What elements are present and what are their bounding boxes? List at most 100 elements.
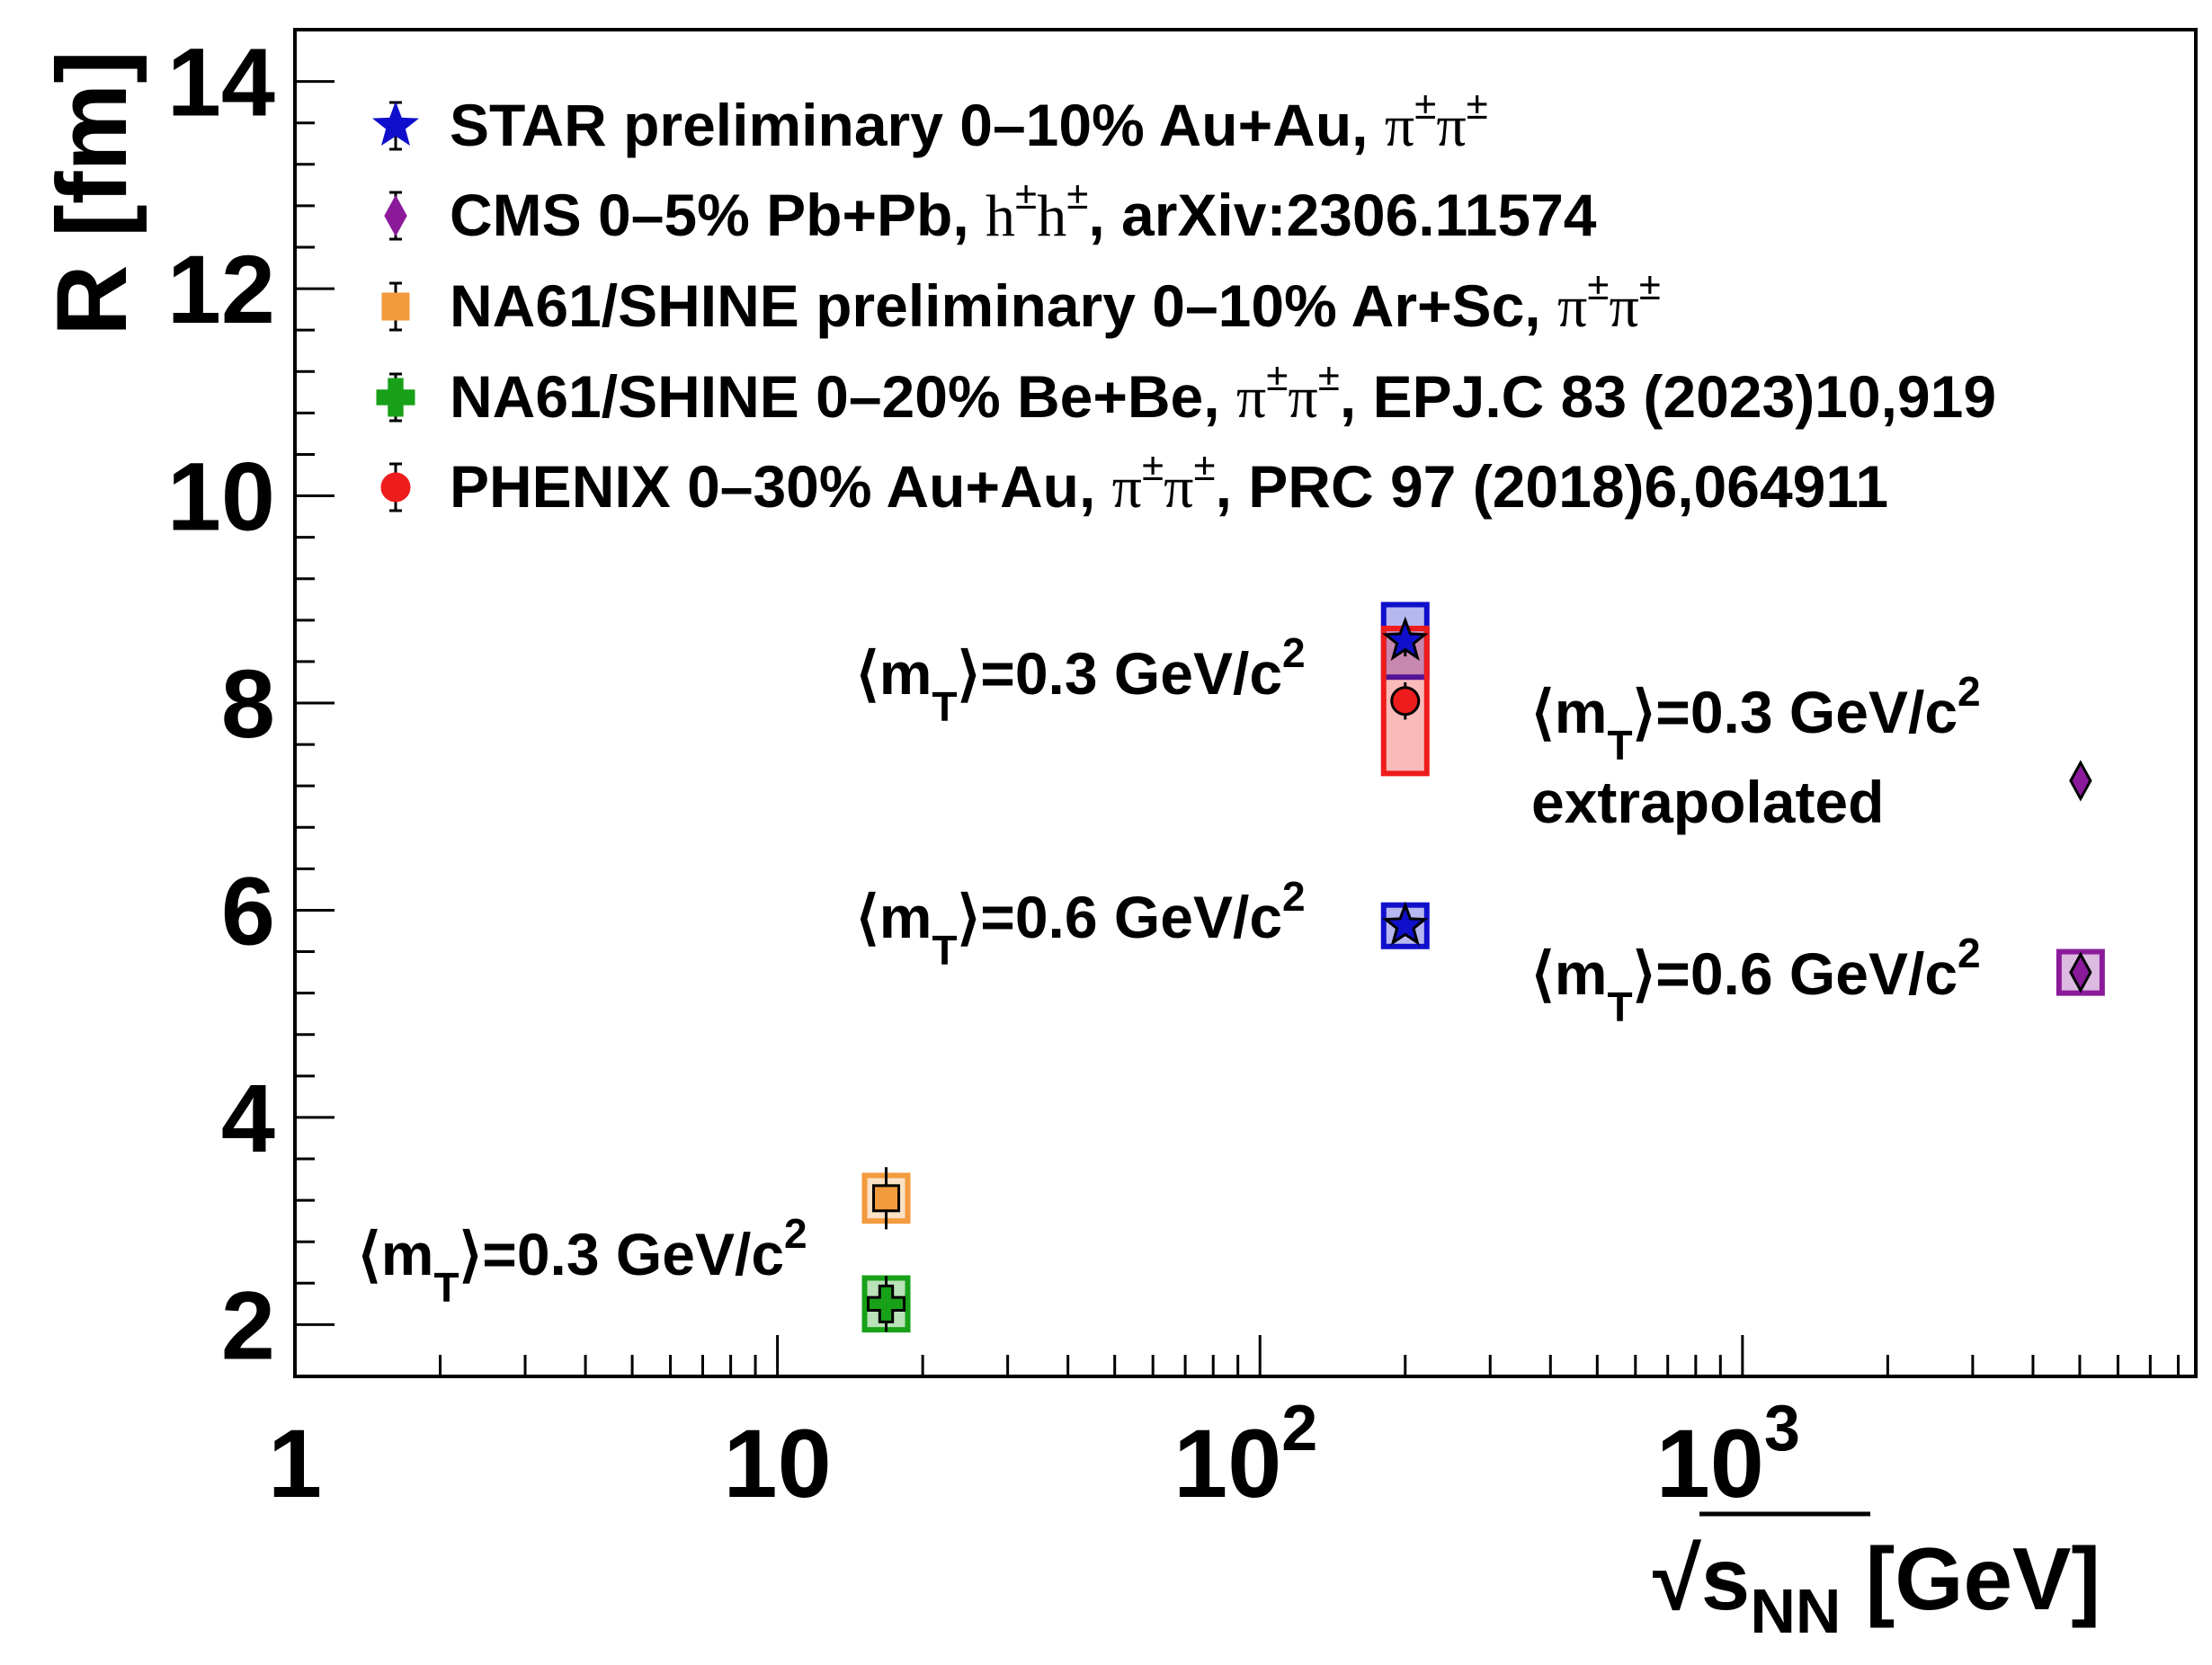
star-point (1381, 901, 1429, 946)
star-point (1381, 616, 1429, 661)
annotation-sup: 2 (1282, 629, 1306, 676)
legend-particle: h (1037, 183, 1066, 249)
legend-charge: ± (1142, 445, 1164, 489)
legend-particle: π (1288, 365, 1317, 431)
mt-annotation-a1: ⟨mT⟩=0.3 GeV/c2 (856, 629, 1306, 730)
x-axis-label-unit: [GeV] (1841, 1529, 2101, 1628)
annotation-sub: T (932, 927, 957, 974)
x-tick-label-base: 10 (1173, 1409, 1281, 1518)
x-tick-label-base: 10 (724, 1409, 832, 1518)
x-axis-label: √sNN [GeV] (1653, 1529, 2101, 1646)
legend-particle: π (1236, 365, 1266, 431)
x-tick-label: 1 (268, 1409, 322, 1518)
legend-charge: ± (1266, 355, 1288, 399)
legend-charge: ± (1414, 84, 1436, 128)
cms-point (2069, 951, 2092, 993)
x-tick-label: 103 (1656, 1393, 1800, 1518)
x-axis-label-sub: NN (1750, 1576, 1841, 1646)
mt-annotation-a3: ⟨mT⟩=0.3 GeV/c2 (1531, 668, 1981, 769)
legend-text: NA61/SHINE 0–20% Be+Be, (450, 363, 1236, 430)
x-tick-label: 102 (1173, 1393, 1317, 1518)
legend-particle: π (1385, 93, 1414, 159)
annotation-sup: 2 (1958, 930, 1981, 976)
mt-annotation-a5: ⟨mT⟩=0.3 GeV/c2 (358, 1210, 807, 1311)
y-tick-label: 2 (221, 1270, 275, 1379)
na61arsc-legend-label: NA61/SHINE preliminary 0–10% Ar+Sc, π±π± (450, 264, 1661, 340)
mt-annotation-a2: ⟨mT⟩=0.6 GeV/c2 (856, 873, 1306, 974)
y-tick-label: 12 (167, 235, 275, 343)
phenix-point (1390, 686, 1421, 717)
legend-text: STAR preliminary 0–10% Au+Au, (450, 92, 1385, 158)
annotation-prefix: ⟨m (1531, 940, 1607, 1007)
annotation-sup: 2 (784, 1210, 807, 1257)
axis-ticks (293, 80, 2180, 1376)
annotations: ⟨mT⟩=0.3 GeV/c2⟨mT⟩=0.6 GeV/c2⟨mT⟩=0.3 G… (358, 629, 1981, 1311)
legend-charge: ± (1639, 264, 1661, 308)
y-tick-label: 10 (167, 442, 275, 551)
annotation-prefix: ⟨m (1531, 679, 1607, 745)
y-tick-label: 14 (167, 28, 275, 137)
na61bebe-legend-marker (376, 378, 415, 417)
legend-tail: , arXiv:2306.11574 (1088, 182, 1596, 248)
annotation-sub: T (433, 1264, 459, 1311)
annotation-sub: T (932, 683, 957, 730)
cms-legend-label: CMS 0–5% Pb+Pb, h±h±, arXiv:2306.11574 (450, 174, 1597, 249)
legend-particle: π (1436, 93, 1466, 159)
annotation-sup: 2 (1958, 668, 1981, 715)
annotation-prefix: ⟨m (856, 640, 932, 707)
phenix-legend-label: PHENIX 0–30% Au+Au, π±π±, PRC 97 (2018)6… (450, 445, 1888, 521)
legend-charge: ± (1015, 174, 1037, 218)
x-tick-label: 10 (724, 1409, 832, 1518)
annotation-suffix: ⟩=0.6 GeV/c (1633, 940, 1958, 1007)
legend-particle: h (986, 183, 1015, 249)
legend-particle: π (1164, 455, 1193, 521)
annotation-suffix: ⟩=0.6 GeV/c (958, 884, 1283, 950)
legend-charge: ± (1318, 355, 1340, 399)
y-tick-label: 8 (221, 649, 275, 758)
legend-particle: π (1112, 455, 1142, 521)
legend-tail: , PRC 97 (2018)6,064911 (1216, 453, 1889, 520)
annotation-prefix: ⟨m (358, 1221, 433, 1287)
annotation-sub: T (1607, 984, 1632, 1030)
annotation-line2: extrapolated (1531, 769, 1884, 835)
legend-text: NA61/SHINE preliminary 0–10% Ar+Sc, (450, 272, 1557, 339)
x-tick-label-exp: 2 (1281, 1393, 1317, 1465)
annotation-suffix: ⟩=0.3 GeV/c (1633, 679, 1958, 745)
y-tick-label: 4 (221, 1064, 275, 1172)
na61bebe-point (867, 1284, 906, 1323)
na61bebe-legend-label: NA61/SHINE 0–20% Be+Be, π±π±, EPJ.C 83 (… (450, 355, 1996, 431)
legend-charge: ± (1587, 264, 1609, 308)
legend-charge: ± (1467, 84, 1488, 128)
legend-charge: ± (1066, 174, 1088, 218)
cms-point (2069, 760, 2092, 802)
sqrt-sign: √ (1653, 1529, 1702, 1628)
legend-particle: π (1557, 274, 1587, 340)
phenix-legend-marker (380, 472, 411, 503)
na61arsc-point (872, 1184, 901, 1213)
x-tick-label-exp: 3 (1764, 1393, 1800, 1465)
mt-annotation-a4: ⟨mT⟩=0.6 GeV/c2 (1531, 930, 1981, 1030)
data-points (867, 616, 2092, 1332)
x-axis-label-s: s (1701, 1529, 1751, 1628)
star-legend-label: STAR preliminary 0–10% Au+Au, π±π± (450, 84, 1488, 159)
x-tick-label-base: 10 (1656, 1409, 1764, 1518)
annotation-sup: 2 (1282, 873, 1306, 920)
legend-text: CMS 0–5% Pb+Pb, (450, 182, 986, 248)
annotation-suffix: ⟩=0.3 GeV/c (459, 1221, 785, 1287)
legend-text: PHENIX 0–30% Au+Au, (450, 453, 1112, 520)
legend-charge: ± (1193, 445, 1215, 489)
annotation-prefix: ⟨m (856, 884, 932, 950)
annotation-suffix: ⟩=0.3 GeV/c (958, 640, 1283, 707)
na61arsc-legend-marker (381, 292, 410, 321)
cms-legend-marker (384, 194, 407, 237)
legend-particle: π (1609, 274, 1638, 340)
legend: STAR preliminary 0–10% Au+Au, π±π±CMS 0–… (372, 84, 1996, 521)
legend-tail: , EPJ.C 83 (2023)10,919 (1340, 363, 1996, 430)
star-legend-marker (372, 101, 419, 147)
y-tick-label: 6 (221, 856, 275, 965)
y-axis-label: R [fm] (37, 50, 147, 336)
x-tick-label-base: 1 (268, 1409, 322, 1518)
annotation-sub: T (1607, 722, 1632, 769)
